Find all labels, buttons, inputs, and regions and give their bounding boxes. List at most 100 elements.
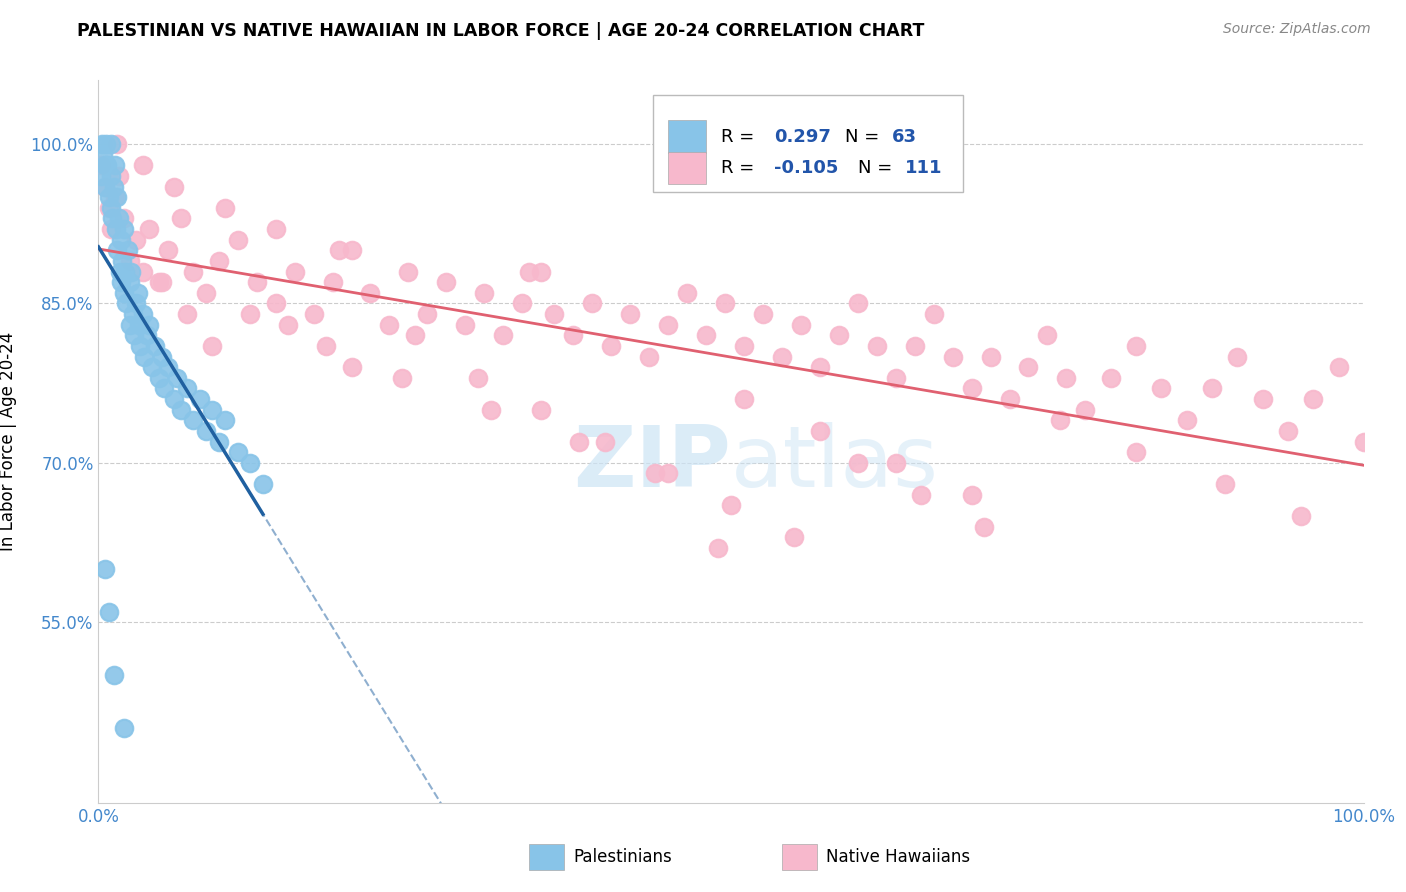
Point (246, 275, 269, 289)
Point (148, 371, 170, 385)
Point (960, 488, 983, 502)
Point (720, 498, 742, 512)
Y-axis label: In Labor Force | Age 20-24: In Labor Force | Age 20-24 (0, 332, 17, 551)
Point (153, 381, 176, 395)
Point (112, 211, 135, 226)
Point (112, 722, 135, 736)
Point (454, 318, 477, 332)
Point (979, 350, 1001, 364)
Point (252, 477, 274, 491)
Point (827, 328, 849, 343)
Point (1175, 413, 1198, 427)
Point (277, 318, 299, 332)
Point (910, 488, 932, 502)
Point (517, 264, 540, 278)
Point (194, 285, 218, 300)
Point (97, 190, 120, 204)
Point (1277, 424, 1299, 438)
Point (201, 402, 224, 417)
Point (110, 233, 132, 247)
Point (201, 339, 224, 353)
Point (695, 328, 717, 343)
Point (808, 424, 831, 438)
Point (942, 350, 965, 364)
Point (783, 530, 806, 544)
Point (884, 456, 907, 470)
Point (148, 275, 170, 289)
Point (107, 190, 129, 204)
Point (138, 318, 160, 332)
Point (404, 328, 426, 343)
Point (141, 360, 163, 375)
Text: ZIP: ZIP (574, 422, 731, 505)
Point (707, 541, 730, 555)
Point (120, 275, 141, 289)
Text: R =: R = (721, 128, 761, 145)
Point (110, 275, 132, 289)
Point (125, 233, 148, 247)
Point (657, 467, 679, 481)
Point (284, 264, 307, 278)
Point (107, 211, 129, 226)
Point (378, 318, 401, 332)
Point (637, 350, 661, 364)
Point (239, 307, 262, 321)
Point (208, 254, 231, 268)
Point (111, 254, 134, 268)
Point (120, 264, 142, 278)
Point (998, 392, 1021, 406)
FancyBboxPatch shape (668, 120, 706, 153)
Point (121, 307, 143, 321)
Point (96, 158, 118, 172)
Point (129, 339, 152, 353)
Point (846, 456, 869, 470)
Point (214, 201, 236, 215)
Point (226, 445, 249, 459)
Text: N =: N = (845, 128, 884, 145)
Point (112, 285, 135, 300)
Point (157, 360, 180, 375)
Point (1327, 360, 1350, 375)
Point (302, 307, 325, 321)
Point (166, 371, 188, 385)
Point (1074, 402, 1097, 417)
Point (150, 350, 173, 364)
Point (790, 318, 813, 332)
Point (90, 158, 112, 172)
Point (132, 307, 155, 321)
Point (512, 296, 534, 310)
Point (472, 285, 495, 300)
Point (264, 222, 287, 236)
Point (188, 392, 211, 406)
Point (107, 169, 129, 183)
Point (125, 296, 148, 310)
Point (1201, 381, 1223, 395)
Point (396, 264, 419, 278)
Point (561, 328, 585, 343)
Point (884, 371, 907, 385)
Point (93, 562, 117, 576)
Point (599, 339, 621, 353)
Text: N =: N = (858, 159, 897, 177)
Point (1049, 413, 1071, 427)
Point (808, 360, 831, 375)
Point (91, 136, 114, 151)
Point (145, 339, 166, 353)
Point (169, 211, 191, 226)
Point (340, 244, 363, 258)
Point (1213, 477, 1236, 491)
Point (104, 158, 127, 172)
Point (169, 402, 191, 417)
Point (100, 201, 122, 215)
Point (117, 244, 139, 258)
Point (103, 179, 125, 194)
Point (93, 158, 117, 172)
Point (163, 392, 186, 406)
Point (138, 222, 160, 236)
Point (530, 402, 553, 417)
Point (239, 456, 262, 470)
Point (770, 350, 793, 364)
Point (581, 296, 603, 310)
FancyBboxPatch shape (782, 844, 817, 870)
Point (107, 136, 129, 151)
